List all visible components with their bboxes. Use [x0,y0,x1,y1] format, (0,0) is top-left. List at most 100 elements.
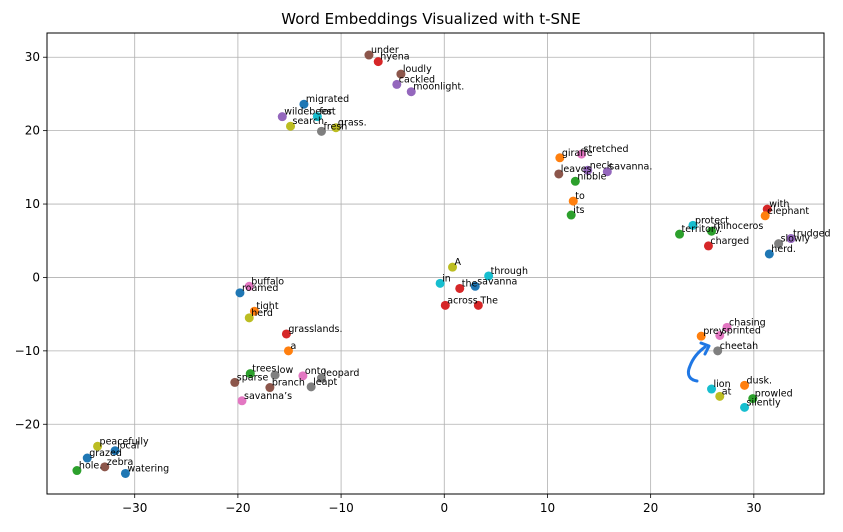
point-label: fresh [323,121,347,132]
point-label: leaves [561,164,592,175]
scatter-point [316,373,326,383]
y-tick-label: 0 [32,270,40,284]
scatter-point [120,468,130,478]
y-tick-label: 20 [25,124,40,138]
scatter-point [703,241,713,251]
point-label: protect [695,215,729,226]
scatter-point [270,370,280,380]
scatter-point [583,165,593,175]
scatter-point [298,371,308,381]
point-label: search [293,116,325,127]
scatter-point [72,466,82,476]
scatter-point [406,87,416,97]
point-label: charged [710,236,749,247]
point-label: trudged [793,229,831,240]
scatter-point [392,79,402,89]
chart-title: Word Embeddings Visualized with t-SNE [281,10,580,28]
point-label: The [479,295,498,306]
point-label: prowled [755,389,793,400]
point-label: buffalo [251,276,284,287]
point-label: local [117,441,139,452]
point-label: neck [590,160,613,171]
point-label: to [575,191,585,202]
point-label: roamed [242,283,278,294]
scatter-point [722,322,732,332]
scatter-point [740,380,750,390]
point-label: A [455,257,462,268]
point-label: loudly [403,64,432,75]
y-tick-label: 10 [25,197,40,211]
point-label: slowly [781,234,811,245]
point-label: stretched [584,144,629,155]
point-label: territory. [682,224,723,235]
point-label: across [447,295,478,306]
x-tick-label: 20 [643,501,658,515]
scatter-point [577,149,587,159]
data-points [72,50,796,478]
scatter-point [249,306,259,316]
point-label: peacefully [100,436,149,447]
scatter-point [715,391,725,401]
scatter-point [786,234,796,244]
scatter-point [265,383,275,393]
scatter-point [100,462,110,472]
scatter-point [602,167,612,177]
scatter-point [230,377,240,387]
scatter-point [566,210,576,220]
point-label: the [462,278,478,289]
scatter-point [470,281,480,291]
scatter-point [555,153,565,163]
point-label: rhinoceros [714,221,764,232]
scatter-point [244,313,254,323]
scatter-point [484,271,494,281]
scatter-point [281,329,291,339]
scatter-point [82,453,92,463]
point-label: trees [252,364,276,375]
scatter-point [774,239,784,249]
x-tick-label: −10 [328,501,353,515]
point-label: savanna’s [244,391,292,402]
point-label: prey [703,326,725,337]
scatter-point [93,441,103,451]
point-label: sparse [237,372,269,383]
scatter-point [440,300,450,310]
scatter-point [283,346,293,356]
curved-arrow-annotation [686,341,711,383]
point-label: herd. [771,244,796,255]
scatter-point [364,50,374,60]
scatter-point [707,226,717,236]
plot-area-frame [46,32,825,495]
x-tick-label: 30 [746,501,761,515]
scatter-point [675,229,685,239]
x-tick-label: −20 [225,501,250,515]
scatter-point [244,281,254,291]
scatter-point [455,283,465,293]
scatter-point [235,288,245,298]
point-label: branch [272,378,305,389]
y-tick-label: −10 [15,344,40,358]
point-label: savanna. [609,162,652,173]
point-label: zebra [107,457,134,468]
scatter-point [245,369,255,379]
point-label: under [371,45,399,56]
point-label: nibble [577,171,606,182]
point-label: with [769,199,789,210]
point-label: lion [714,379,731,390]
point-label: leapt [313,377,337,388]
y-tick-label: 30 [25,50,40,64]
point-label: moonlight. [413,82,464,93]
scatter-point [331,123,341,133]
x-tick-label: 0 [440,501,448,515]
point-label: tight [256,301,278,312]
axis-ticks: −30 −20 −10 0 10 20 30 −20 −10 0 10 20 30 [15,50,762,515]
scatter-point [277,112,287,122]
scatter-point [316,126,326,136]
point-label: cheetah [720,341,759,352]
point-label: in [442,273,451,284]
point-label: low [277,365,293,376]
scatter-point [435,278,445,288]
point-label: sprinted [722,325,761,336]
scatter-point [707,384,717,394]
point-label: leopard [323,368,359,379]
